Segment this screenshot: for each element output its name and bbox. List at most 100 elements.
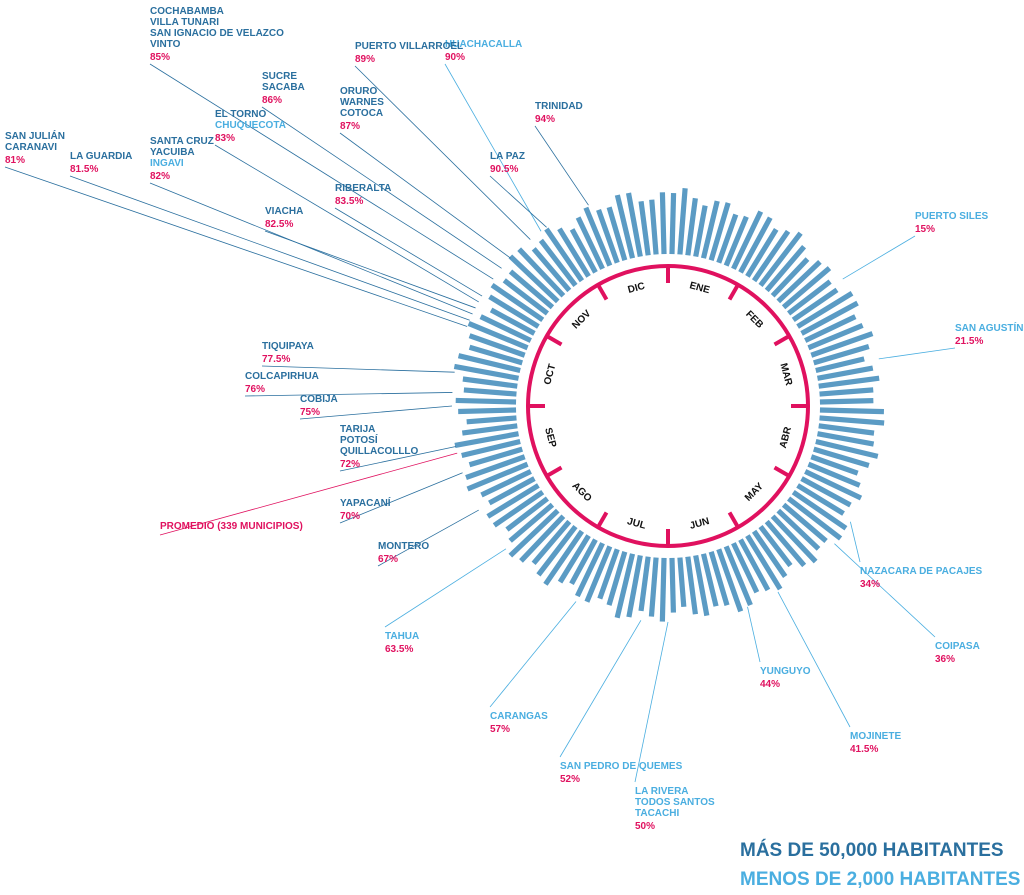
ring-bar xyxy=(787,279,832,316)
ring-bar xyxy=(625,192,643,258)
value-label: 87% xyxy=(340,121,360,132)
ring-bar xyxy=(751,229,791,283)
month-label: MAY xyxy=(743,481,766,504)
month-label: AGO xyxy=(570,480,594,504)
month-tick xyxy=(545,334,563,347)
ring-bar xyxy=(764,244,807,293)
ring-bar xyxy=(810,331,874,358)
value-label: 63.5% xyxy=(385,644,413,655)
month-label: OCT xyxy=(542,363,558,386)
ring-bar xyxy=(716,548,744,613)
ring-bar xyxy=(700,200,720,259)
leader-line xyxy=(634,621,669,783)
month-ring xyxy=(526,264,810,548)
value-label: 90% xyxy=(445,52,465,63)
leader-line xyxy=(149,63,494,280)
ring-bar xyxy=(626,554,643,618)
value-label: 34% xyxy=(860,579,880,590)
ring-bar xyxy=(508,508,560,558)
value-label: 82.5% xyxy=(265,219,293,230)
municipality-name: MOJINETE xyxy=(850,731,901,742)
municipality-name: INGAVI xyxy=(150,158,184,169)
leader-line xyxy=(777,591,851,728)
ring-bar xyxy=(815,438,879,459)
ring-bar xyxy=(488,476,536,506)
month-label: DIC xyxy=(627,281,646,296)
municipality-name: COTOCA xyxy=(340,108,383,119)
leader-line xyxy=(4,166,468,327)
month-label: ENE xyxy=(688,280,711,296)
ring-bar xyxy=(502,278,549,316)
municipality-name: COCHABAMBA xyxy=(150,6,224,17)
ring-bar xyxy=(731,210,764,270)
leader-line xyxy=(339,446,456,472)
ring-bar xyxy=(758,231,803,287)
ring-bar xyxy=(649,199,659,255)
ring-bar xyxy=(700,553,719,607)
ring-bar xyxy=(813,446,870,468)
municipality-name: SUCRE xyxy=(262,71,297,82)
month-tick xyxy=(596,283,609,301)
leader-line xyxy=(377,509,479,567)
municipality-name: ORURO xyxy=(340,86,377,97)
leader-line xyxy=(69,175,470,321)
leader-line xyxy=(159,452,458,536)
ring-bar xyxy=(818,375,880,389)
municipality-name: SAN AGUSTÍN xyxy=(955,321,1024,334)
municipality-name: HUACHACALLA xyxy=(445,39,522,50)
value-label: 83.5% xyxy=(335,196,363,207)
ring-bar xyxy=(575,216,605,270)
ring-bar xyxy=(776,508,821,551)
ring-bar xyxy=(669,193,677,255)
municipality-name: COLCAPIRHUA xyxy=(245,371,319,382)
month-label: NOV xyxy=(570,308,593,331)
ring-bar xyxy=(751,529,788,578)
ring-bar xyxy=(453,363,520,381)
ring-bar xyxy=(457,353,521,374)
leader-line xyxy=(849,521,861,563)
ring-bar xyxy=(685,197,698,256)
municipality-name: PUERTO VILLARROEL xyxy=(355,41,463,52)
ring-bar xyxy=(480,469,532,498)
ring-bar xyxy=(818,423,875,436)
ring-bar xyxy=(508,254,560,304)
ring-bar xyxy=(606,551,628,606)
ring-bar xyxy=(738,216,773,274)
municipality-name: COBIJA xyxy=(300,394,338,405)
municipality-name: VIACHA xyxy=(265,206,303,217)
municipality-name: EL TORNO xyxy=(215,109,267,120)
ring-bar xyxy=(819,415,885,426)
municipality-name: NAZACARA DE PACAJES xyxy=(860,566,983,577)
leader-line xyxy=(244,392,453,397)
value-label: 94% xyxy=(535,114,555,125)
ring-bar xyxy=(669,557,677,613)
ring-bar xyxy=(455,397,517,405)
ring-bar xyxy=(796,483,845,516)
municipality-name: VILLA TUNARI xyxy=(150,17,219,28)
month-tick xyxy=(727,283,740,301)
municipality-name: QUILLACOLLLO xyxy=(340,446,419,457)
ring-bar xyxy=(490,282,545,323)
municipality-name: PUERTO SILES xyxy=(915,211,988,222)
leader-line xyxy=(261,365,455,373)
municipality-name: LA GUARDIA xyxy=(70,151,132,162)
ring-bar xyxy=(468,333,526,358)
municipality-name: SANTA CRUZ xyxy=(150,136,214,147)
ring-bar xyxy=(804,469,863,501)
ring-bar xyxy=(536,525,578,577)
ring-bar xyxy=(489,307,536,336)
ring-bar xyxy=(486,483,540,519)
ring-bar xyxy=(791,489,848,531)
ring-bar xyxy=(659,557,667,622)
ring-bar xyxy=(544,227,585,283)
value-label: 81% xyxy=(5,155,25,166)
ring-bar xyxy=(557,227,591,278)
ring-bar xyxy=(781,502,828,543)
ring-bar xyxy=(584,545,613,603)
ring-bar xyxy=(804,314,857,343)
ring-bar xyxy=(693,205,708,258)
leader-line xyxy=(489,601,577,708)
value-label: 72% xyxy=(340,459,360,470)
ring-bar xyxy=(508,502,555,543)
ring-bar xyxy=(648,557,659,617)
